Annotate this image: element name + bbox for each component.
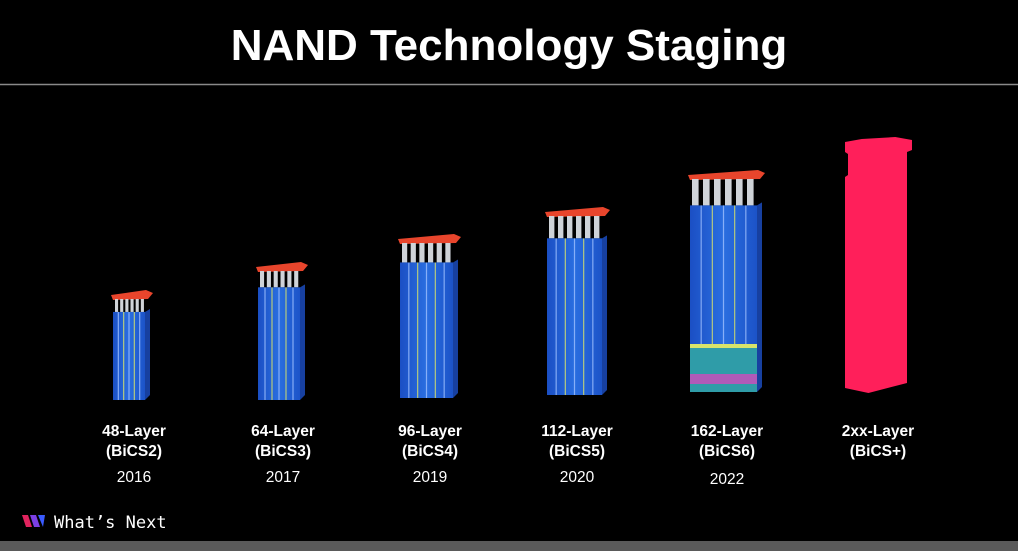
stack-pillar (594, 216, 600, 239)
stack-base (690, 344, 757, 392)
layer-name: 48-Layer (102, 423, 166, 440)
stack-pillar (714, 179, 721, 206)
stack-pillar (260, 271, 265, 288)
layer-name: 162-Layer (691, 423, 763, 440)
generation: (BiCS5) (549, 443, 605, 460)
stack-pillar (436, 243, 442, 263)
layer-name: 96-Layer (398, 423, 462, 440)
layer-name: 2xx-Layer (842, 423, 914, 440)
stack-base-top (690, 344, 757, 348)
future-stack (845, 137, 912, 393)
stack-cap (688, 170, 765, 180)
stack-pillar (125, 299, 129, 312)
year: 2022 (710, 471, 744, 488)
stack-pillar (130, 299, 134, 312)
year: 2016 (117, 469, 151, 486)
stack-side (757, 202, 762, 392)
stack-pillar (266, 271, 271, 288)
year: 2020 (560, 469, 595, 486)
stack-pillar (567, 216, 573, 239)
stack-pillar (747, 179, 754, 206)
stack-pillar (287, 271, 292, 288)
year: 2019 (413, 469, 447, 486)
layer-name: 112-Layer (541, 423, 613, 440)
stack-pillar (280, 271, 285, 288)
stack-pillar (410, 243, 416, 263)
stack-pillar (140, 299, 144, 312)
stack-pillar (576, 216, 582, 239)
generation: (BiCS3) (255, 443, 311, 460)
layer-name: 64-Layer (251, 423, 315, 440)
stack-pillar (549, 216, 555, 239)
generation: (BiCS2) (106, 443, 162, 460)
stack-side (145, 308, 150, 400)
slide-title: NAND Technology Staging (231, 21, 788, 70)
stack-cap (256, 262, 308, 272)
stack-pillar (692, 179, 699, 206)
stack-pillar (725, 179, 732, 206)
generation: (BiCS+) (850, 443, 906, 460)
footer-text: What’s Next (54, 513, 167, 533)
stack-pillar (558, 216, 564, 239)
stack-pillar (428, 243, 434, 263)
stack-pillar (445, 243, 451, 263)
stack-pillar (120, 299, 124, 312)
stack-pillar (402, 243, 408, 263)
generation: (BiCS4) (402, 443, 458, 460)
stack-side (300, 284, 305, 400)
stack-pillar (419, 243, 425, 263)
year: 2017 (266, 469, 300, 486)
stack-side (602, 235, 607, 395)
footer-logo (22, 515, 45, 527)
stack-cap (111, 290, 153, 300)
generation: (BiCS6) (699, 443, 755, 460)
stack-pillar (585, 216, 591, 239)
stack-pillar (115, 299, 119, 312)
stack-side (453, 259, 458, 398)
stack-pillar (736, 179, 743, 206)
stack-pillar (135, 299, 139, 312)
stack-cap (398, 234, 461, 244)
stack-cap (545, 207, 610, 217)
labels: 48-Layer (BiCS2) 2016 64-Layer (BiCS3) 2017 96… (102, 423, 914, 488)
stack-pillar (273, 271, 278, 288)
bottom-bar (0, 541, 1018, 551)
stack-pillar (703, 179, 710, 206)
stack-pillar (294, 271, 299, 288)
stack-illustrations (111, 137, 912, 400)
stack-base-band (690, 374, 757, 384)
